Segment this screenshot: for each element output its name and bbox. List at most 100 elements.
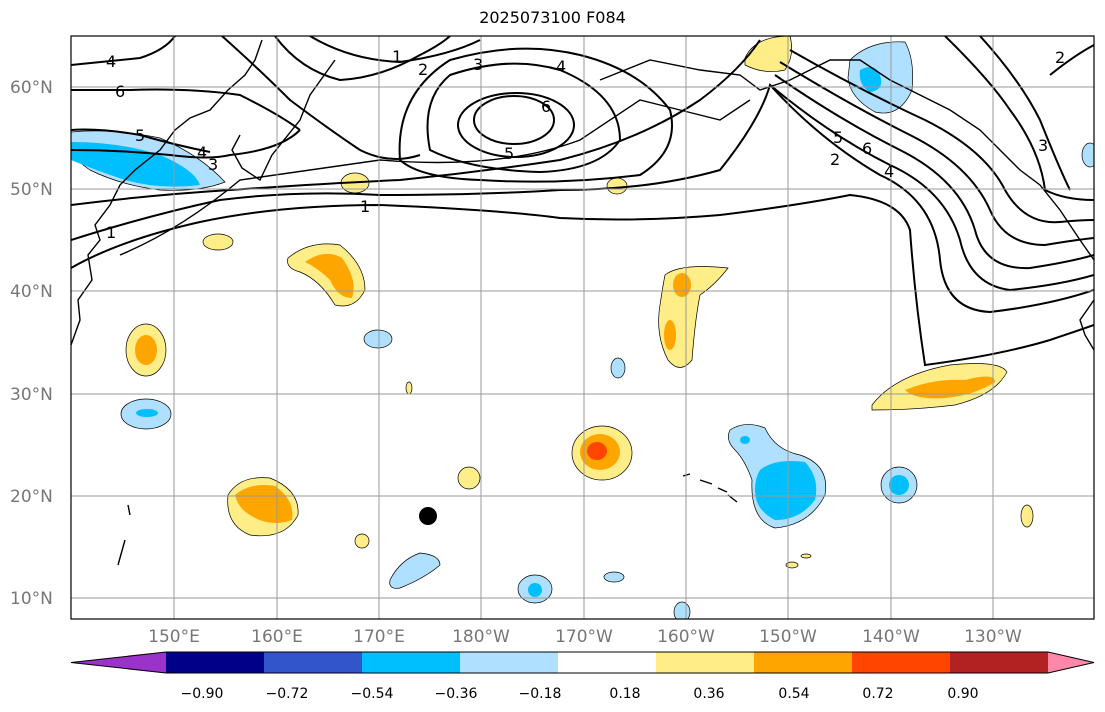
contour-label: 1	[392, 47, 402, 66]
lon-tick-label: 150°E	[148, 627, 200, 647]
contour-label: 5	[504, 144, 514, 163]
contour-label: 4	[884, 162, 894, 181]
shade-orange-r2	[664, 320, 676, 350]
lon-tick-label: 130°W	[964, 627, 1022, 647]
shade-cyan-nw	[71, 142, 200, 187]
contour-label: 6	[115, 82, 125, 101]
contour-label: 6	[541, 97, 551, 116]
contour-1	[71, 193, 1094, 367]
contour-11	[473, 95, 555, 145]
contour-label: 5	[833, 128, 843, 147]
shade-cyan-t	[889, 475, 909, 495]
colorbar-tick-label: −0.54	[351, 686, 394, 702]
colorbar-segment	[166, 652, 265, 673]
colorbar-extend-high	[1048, 652, 1094, 673]
shade-cyan-ne	[859, 66, 882, 92]
contour-label: 1	[106, 223, 116, 242]
shade-yellow-j	[354, 533, 370, 549]
contour-12	[457, 92, 575, 158]
contour-7	[71, 36, 176, 66]
contour-10	[309, 36, 481, 64]
contour-9	[274, 36, 451, 82]
coast-namerica	[1079, 299, 1094, 351]
map-content: 4 6 5 4 3 1 1 2 3 4 6 5 1 5 6 2 4 3 2	[71, 36, 1094, 619]
lat-tick-label: 50°N	[10, 180, 53, 200]
contour-label: 2	[418, 60, 428, 79]
shade-blue-k	[389, 552, 441, 589]
lat-tick-label: 60°N	[10, 78, 53, 98]
lon-tick-label: 160°E	[251, 627, 303, 647]
contour-label: 4	[106, 52, 116, 71]
shade-orange-u	[905, 376, 995, 399]
shade-yellow-v	[1020, 504, 1034, 528]
lat-tick-label: 30°N	[10, 385, 53, 405]
colorbar-tick-label: 0.36	[693, 686, 724, 702]
contour-18	[789, 49, 1094, 224]
contour-label: 2	[830, 150, 840, 169]
shade-yellow-l	[457, 466, 481, 490]
contour-label: 2	[1055, 48, 1065, 67]
colorbar-tick-label: 0.90	[947, 686, 978, 702]
colorbar-segment	[656, 652, 755, 673]
shade-cyan-s	[755, 461, 817, 520]
colorbar-tick-label: −0.18	[519, 686, 562, 702]
colorbar	[70, 651, 1095, 674]
contour-labels: 4 6 5 4 3 1 1 2 3 4 6 5 1 5 6 2 4 3 2	[106, 47, 1065, 242]
colorbar-tick-label: −0.72	[266, 686, 309, 702]
shade-yellow-b	[606, 177, 628, 195]
contour-5	[71, 128, 211, 153]
lon-axis: 150°E 160°E 170°E 180°W 170°W 160°W 150°…	[148, 627, 1022, 647]
location-marker	[419, 507, 437, 525]
lat-tick-label: 40°N	[10, 282, 53, 302]
contour-16	[774, 74, 1094, 270]
colorbar-extend-low	[71, 652, 166, 673]
lon-tick-label: 180°W	[452, 627, 510, 647]
map-frame	[70, 35, 1095, 620]
contour-20	[979, 36, 1071, 191]
shade-yellow-w	[785, 561, 799, 569]
shade-blue-y	[1081, 142, 1094, 168]
colorbar-tick-label: 0.54	[778, 686, 809, 702]
shade-cyan-m	[528, 583, 542, 597]
contour-8	[221, 36, 421, 160]
grid-lines	[71, 36, 1094, 619]
lat-axis: 10°N 20°N 30°N 40°N 50°N 60°N	[10, 78, 53, 609]
shade-orange-r1	[673, 273, 691, 297]
shade-blue-p	[603, 571, 625, 583]
contour-21	[1049, 44, 1094, 76]
colorbar-tick-label: −0.90	[181, 686, 224, 702]
contour-2	[71, 82, 1094, 314]
shade-blue-g	[363, 329, 393, 349]
contour-17	[779, 61, 1094, 247]
contour-19	[944, 36, 1094, 201]
shade-yellow-c	[202, 233, 234, 251]
colorbar-tick-label: −0.36	[435, 686, 478, 702]
contour-6	[71, 88, 301, 131]
colorbar-tick-label: 0.18	[609, 686, 640, 702]
colorbar-tick-label: 0.72	[862, 686, 893, 702]
contour-label: 6	[862, 139, 872, 158]
lon-tick-label: 170°W	[555, 627, 613, 647]
colorbar-segment	[950, 652, 1049, 673]
colorbar-segment	[558, 652, 657, 673]
coast-islands	[117, 504, 131, 566]
lat-tick-label: 20°N	[10, 487, 53, 507]
colorbar-segment	[264, 652, 363, 673]
contour-label: 4	[556, 57, 566, 76]
colorbar-segment	[852, 652, 951, 673]
coast-kamchatka	[231, 59, 336, 182]
shade-orange-i	[235, 485, 293, 524]
colorbar-outline	[70, 651, 1095, 674]
colorbar-segment	[460, 652, 559, 673]
contour-14	[398, 47, 673, 183]
shade-orange-d	[305, 253, 354, 298]
contour-label: 5	[135, 126, 145, 145]
contour-label: 3	[208, 155, 218, 174]
colorbar-tick-labels: −0.90 −0.72 −0.54 −0.36 −0.18 0.18 0.36 …	[181, 686, 979, 702]
contour-13	[426, 62, 622, 174]
colorbar-segment	[754, 652, 853, 673]
shaded-regions	[71, 36, 1094, 619]
lon-tick-label: 150°W	[759, 627, 817, 647]
page-title: 2025073100 F084	[479, 8, 626, 27]
